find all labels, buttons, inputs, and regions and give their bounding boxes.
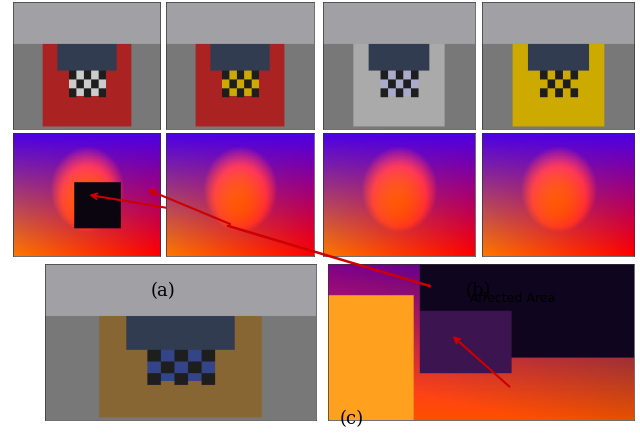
Text: (a): (a) (151, 282, 175, 300)
Text: Affected Area: Affected Area (470, 292, 556, 305)
Text: (b): (b) (466, 282, 491, 300)
Text: (c): (c) (340, 410, 364, 428)
